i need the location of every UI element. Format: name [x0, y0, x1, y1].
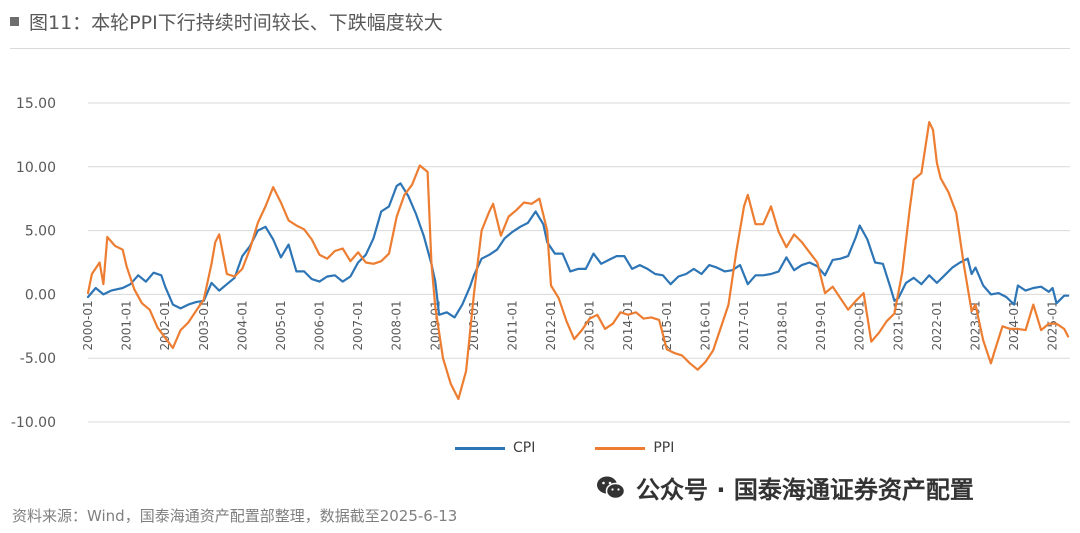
x-tick-label: 2007-01: [351, 300, 365, 350]
line-chart: 15.00 10.00 5.00 0.00 -5.00 -10.00 2000-01 2001…: [11, 96, 1070, 431]
y-tick-label: -5.00: [20, 351, 56, 367]
x-tick-label: 2005-01: [274, 300, 288, 350]
x-tick-label: 2017-01: [737, 300, 751, 350]
title-row: 图11：本轮PPI下行持续时间较长、下跌幅度较大: [10, 8, 443, 35]
x-tick-label: 2006-01: [313, 300, 327, 350]
y-tick-label: 0.00: [25, 287, 56, 303]
x-tick-label: 2018-01: [776, 300, 790, 350]
x-tick-label: 2015-01: [660, 300, 674, 350]
x-tick-label: 2020-01: [853, 300, 867, 350]
x-tick-label: 2012-01: [544, 300, 558, 350]
x-tick-label: 2022-01: [930, 300, 944, 350]
series-line-cpi: [86, 182, 1070, 319]
source-note: 资料来源：Wind，国泰海通资产配置部整理，数据截至2025-6-13: [12, 507, 458, 525]
legend-item-ppi: PPI: [595, 440, 674, 456]
x-tick-label: 2025-01: [1046, 300, 1060, 350]
x-tick-label: 2019-01: [814, 300, 828, 350]
chart-legend: CPI PPI: [455, 440, 734, 456]
y-tick-label: 10.00: [16, 160, 56, 176]
y-tick-label: 5.00: [25, 224, 56, 240]
y-tick-label: -10.00: [11, 415, 56, 431]
watermark-text: 公众号 · 国泰海通证券资产配置: [636, 476, 974, 504]
x-tick-label: 2001-01: [120, 300, 134, 350]
x-tick-label: 2023-01: [968, 300, 982, 350]
legend-swatch-cpi: [455, 446, 505, 450]
x-tick-label: 2024-01: [1007, 300, 1021, 350]
y-tick-label: 15.00: [16, 96, 56, 112]
watermark: 公众号 · 国泰海通证券资产配置: [596, 470, 974, 505]
x-tick-label: 2000-01: [81, 300, 95, 350]
x-tick-label: 2003-01: [197, 300, 211, 350]
legend-label-cpi: CPI: [513, 440, 536, 456]
legend-item-cpi: CPI: [455, 440, 535, 456]
legend-swatch-ppi: [595, 446, 646, 450]
x-tick-label: 2008-01: [390, 300, 404, 350]
x-tick-label: 2004-01: [235, 300, 249, 350]
wechat-icon: [597, 476, 626, 499]
chart-title: 图11：本轮PPI下行持续时间较长、下跌幅度较大: [29, 12, 443, 34]
series-line-ppi: [86, 121, 1070, 401]
x-tick-label: 2016-01: [698, 300, 712, 350]
legend-label-ppi: PPI: [653, 440, 675, 456]
x-tick-label: 2014-01: [621, 300, 635, 350]
x-tick-label: 2021-01: [891, 300, 905, 350]
x-tick-label: 2013-01: [583, 300, 597, 350]
x-tick-label: 2011-01: [505, 300, 519, 350]
title-bullet-icon: [10, 17, 19, 26]
title-divider: [10, 48, 1070, 49]
x-tick-label: 2002-01: [158, 300, 172, 350]
